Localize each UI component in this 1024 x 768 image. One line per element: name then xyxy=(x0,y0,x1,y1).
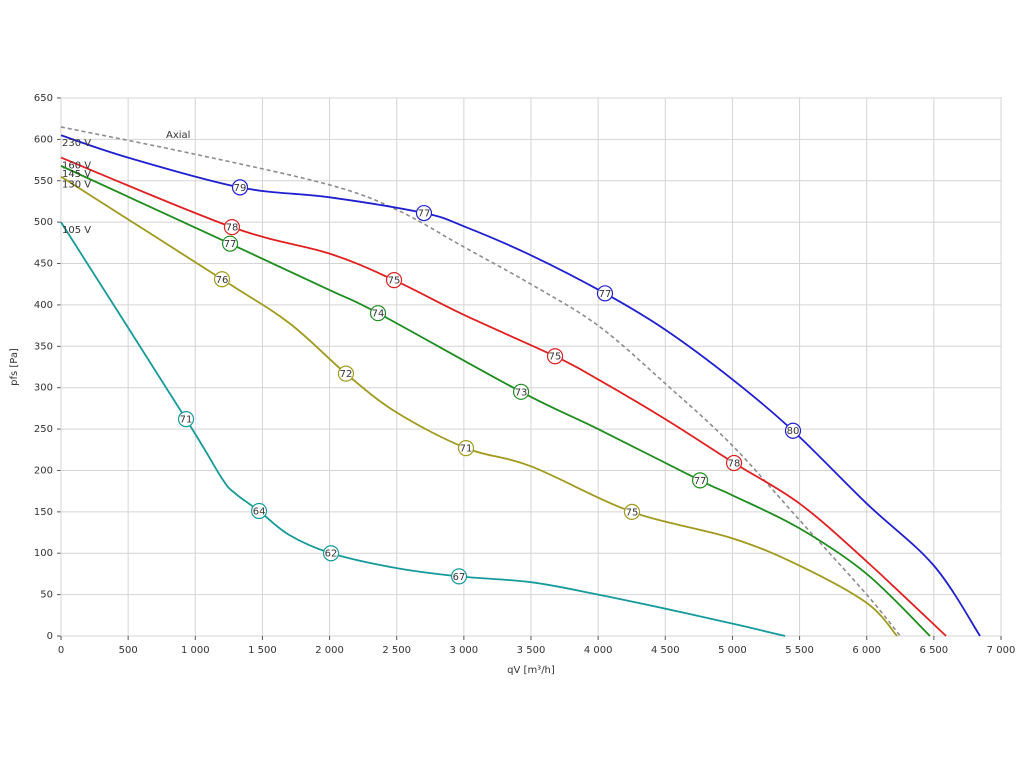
efficiency-label: 71 xyxy=(180,415,193,426)
efficiency-marker xyxy=(546,348,564,365)
curve xyxy=(60,165,931,637)
y-axis-label: pfs [Pa] xyxy=(9,348,20,386)
efficiency-marker xyxy=(512,383,530,400)
x-tick-label: 6 500 xyxy=(920,645,949,656)
efficiency-label: 72 xyxy=(340,369,353,380)
efficiency-marker xyxy=(725,454,743,472)
efficiency-marker xyxy=(415,204,433,222)
y-tick-label: 600 xyxy=(34,134,53,145)
efficiency-label: 77 xyxy=(418,209,431,220)
efficiency-label: 73 xyxy=(515,387,528,398)
efficiency-marker xyxy=(221,235,239,252)
efficiency-label: 77 xyxy=(694,476,707,487)
x-tick-label: 6 000 xyxy=(852,645,881,656)
series-label: 130 V xyxy=(62,180,91,191)
y-tick-label: 450 xyxy=(34,259,53,270)
efficiency-marker xyxy=(457,440,475,457)
y-tick-label: 300 xyxy=(34,383,53,394)
x-tick-label: 0 xyxy=(58,645,64,656)
curve xyxy=(60,156,947,637)
x-axis-label: qV [m³/h] xyxy=(507,665,555,676)
y-tick-label: 0 xyxy=(47,631,53,642)
curve xyxy=(60,126,901,637)
series-label: 105 V xyxy=(62,225,91,236)
y-tick-label: 200 xyxy=(34,465,53,476)
y-tick-label: 550 xyxy=(34,176,53,187)
efficiency-label: 76 xyxy=(216,275,229,286)
x-tick-label: 3 500 xyxy=(517,645,546,656)
y-tick-label: 50 xyxy=(40,590,53,601)
y-tick-label: 100 xyxy=(34,548,53,559)
x-tick-label: 4 000 xyxy=(584,645,613,656)
efficiency-label: 79 xyxy=(234,183,247,194)
efficiency-marker xyxy=(784,422,802,439)
y-tick-label: 350 xyxy=(34,341,53,352)
series-label: 230 V xyxy=(62,138,91,149)
x-tick-label: 1 000 xyxy=(181,645,210,656)
efficiency-label: 78 xyxy=(226,223,239,234)
series-label: Axial xyxy=(166,130,190,141)
efficiency-marker xyxy=(177,411,195,428)
x-tick-label: 3 000 xyxy=(450,645,479,656)
y-tick-label: 250 xyxy=(34,424,53,435)
x-tick-label: 5 000 xyxy=(718,645,747,656)
efficiency-label: 77 xyxy=(224,239,237,250)
series-label: 160 V xyxy=(62,161,91,172)
efficiency-label: 71 xyxy=(460,444,473,455)
x-tick-label: 2 000 xyxy=(315,645,344,656)
efficiency-label: 78 xyxy=(728,459,741,470)
curve xyxy=(60,221,786,637)
efficiency-marker xyxy=(231,179,249,196)
curve xyxy=(60,175,898,637)
x-tick-label: 1 500 xyxy=(248,645,277,656)
x-tick-label: 4 500 xyxy=(651,645,680,656)
efficiency-marker xyxy=(250,502,268,520)
efficiency-label: 64 xyxy=(253,507,266,518)
x-tick-label: 2 500 xyxy=(382,645,411,656)
efficiency-marker xyxy=(385,271,403,289)
y-tick-label: 150 xyxy=(34,507,53,518)
efficiency-marker xyxy=(322,545,340,562)
efficiency-label: 75 xyxy=(549,352,562,363)
x-tick-label: 5 500 xyxy=(785,645,814,656)
efficiency-label: 77 xyxy=(599,289,612,300)
efficiency-label: 75 xyxy=(388,276,401,287)
efficiency-label: 75 xyxy=(626,507,639,518)
efficiency-marker xyxy=(450,568,468,585)
efficiency-marker xyxy=(691,472,709,489)
efficiency-marker xyxy=(213,271,231,288)
y-tick-label: 650 xyxy=(34,93,53,104)
efficiency-label: 74 xyxy=(372,309,385,320)
efficiency-marker xyxy=(369,305,387,322)
efficiency-marker xyxy=(337,365,355,382)
efficiency-marker xyxy=(223,219,241,236)
efficiency-label: 62 xyxy=(325,549,338,560)
y-tick-label: 400 xyxy=(34,300,53,311)
x-tick-label: 7 000 xyxy=(987,645,1016,656)
efficiency-marker xyxy=(596,285,614,302)
series-label: 145 V xyxy=(62,169,91,180)
x-tick-label: 500 xyxy=(119,645,138,656)
efficiency-marker xyxy=(623,503,641,520)
y-tick-label: 500 xyxy=(34,217,53,228)
efficiency-label: 67 xyxy=(453,572,466,583)
efficiency-label: 80 xyxy=(787,426,800,437)
